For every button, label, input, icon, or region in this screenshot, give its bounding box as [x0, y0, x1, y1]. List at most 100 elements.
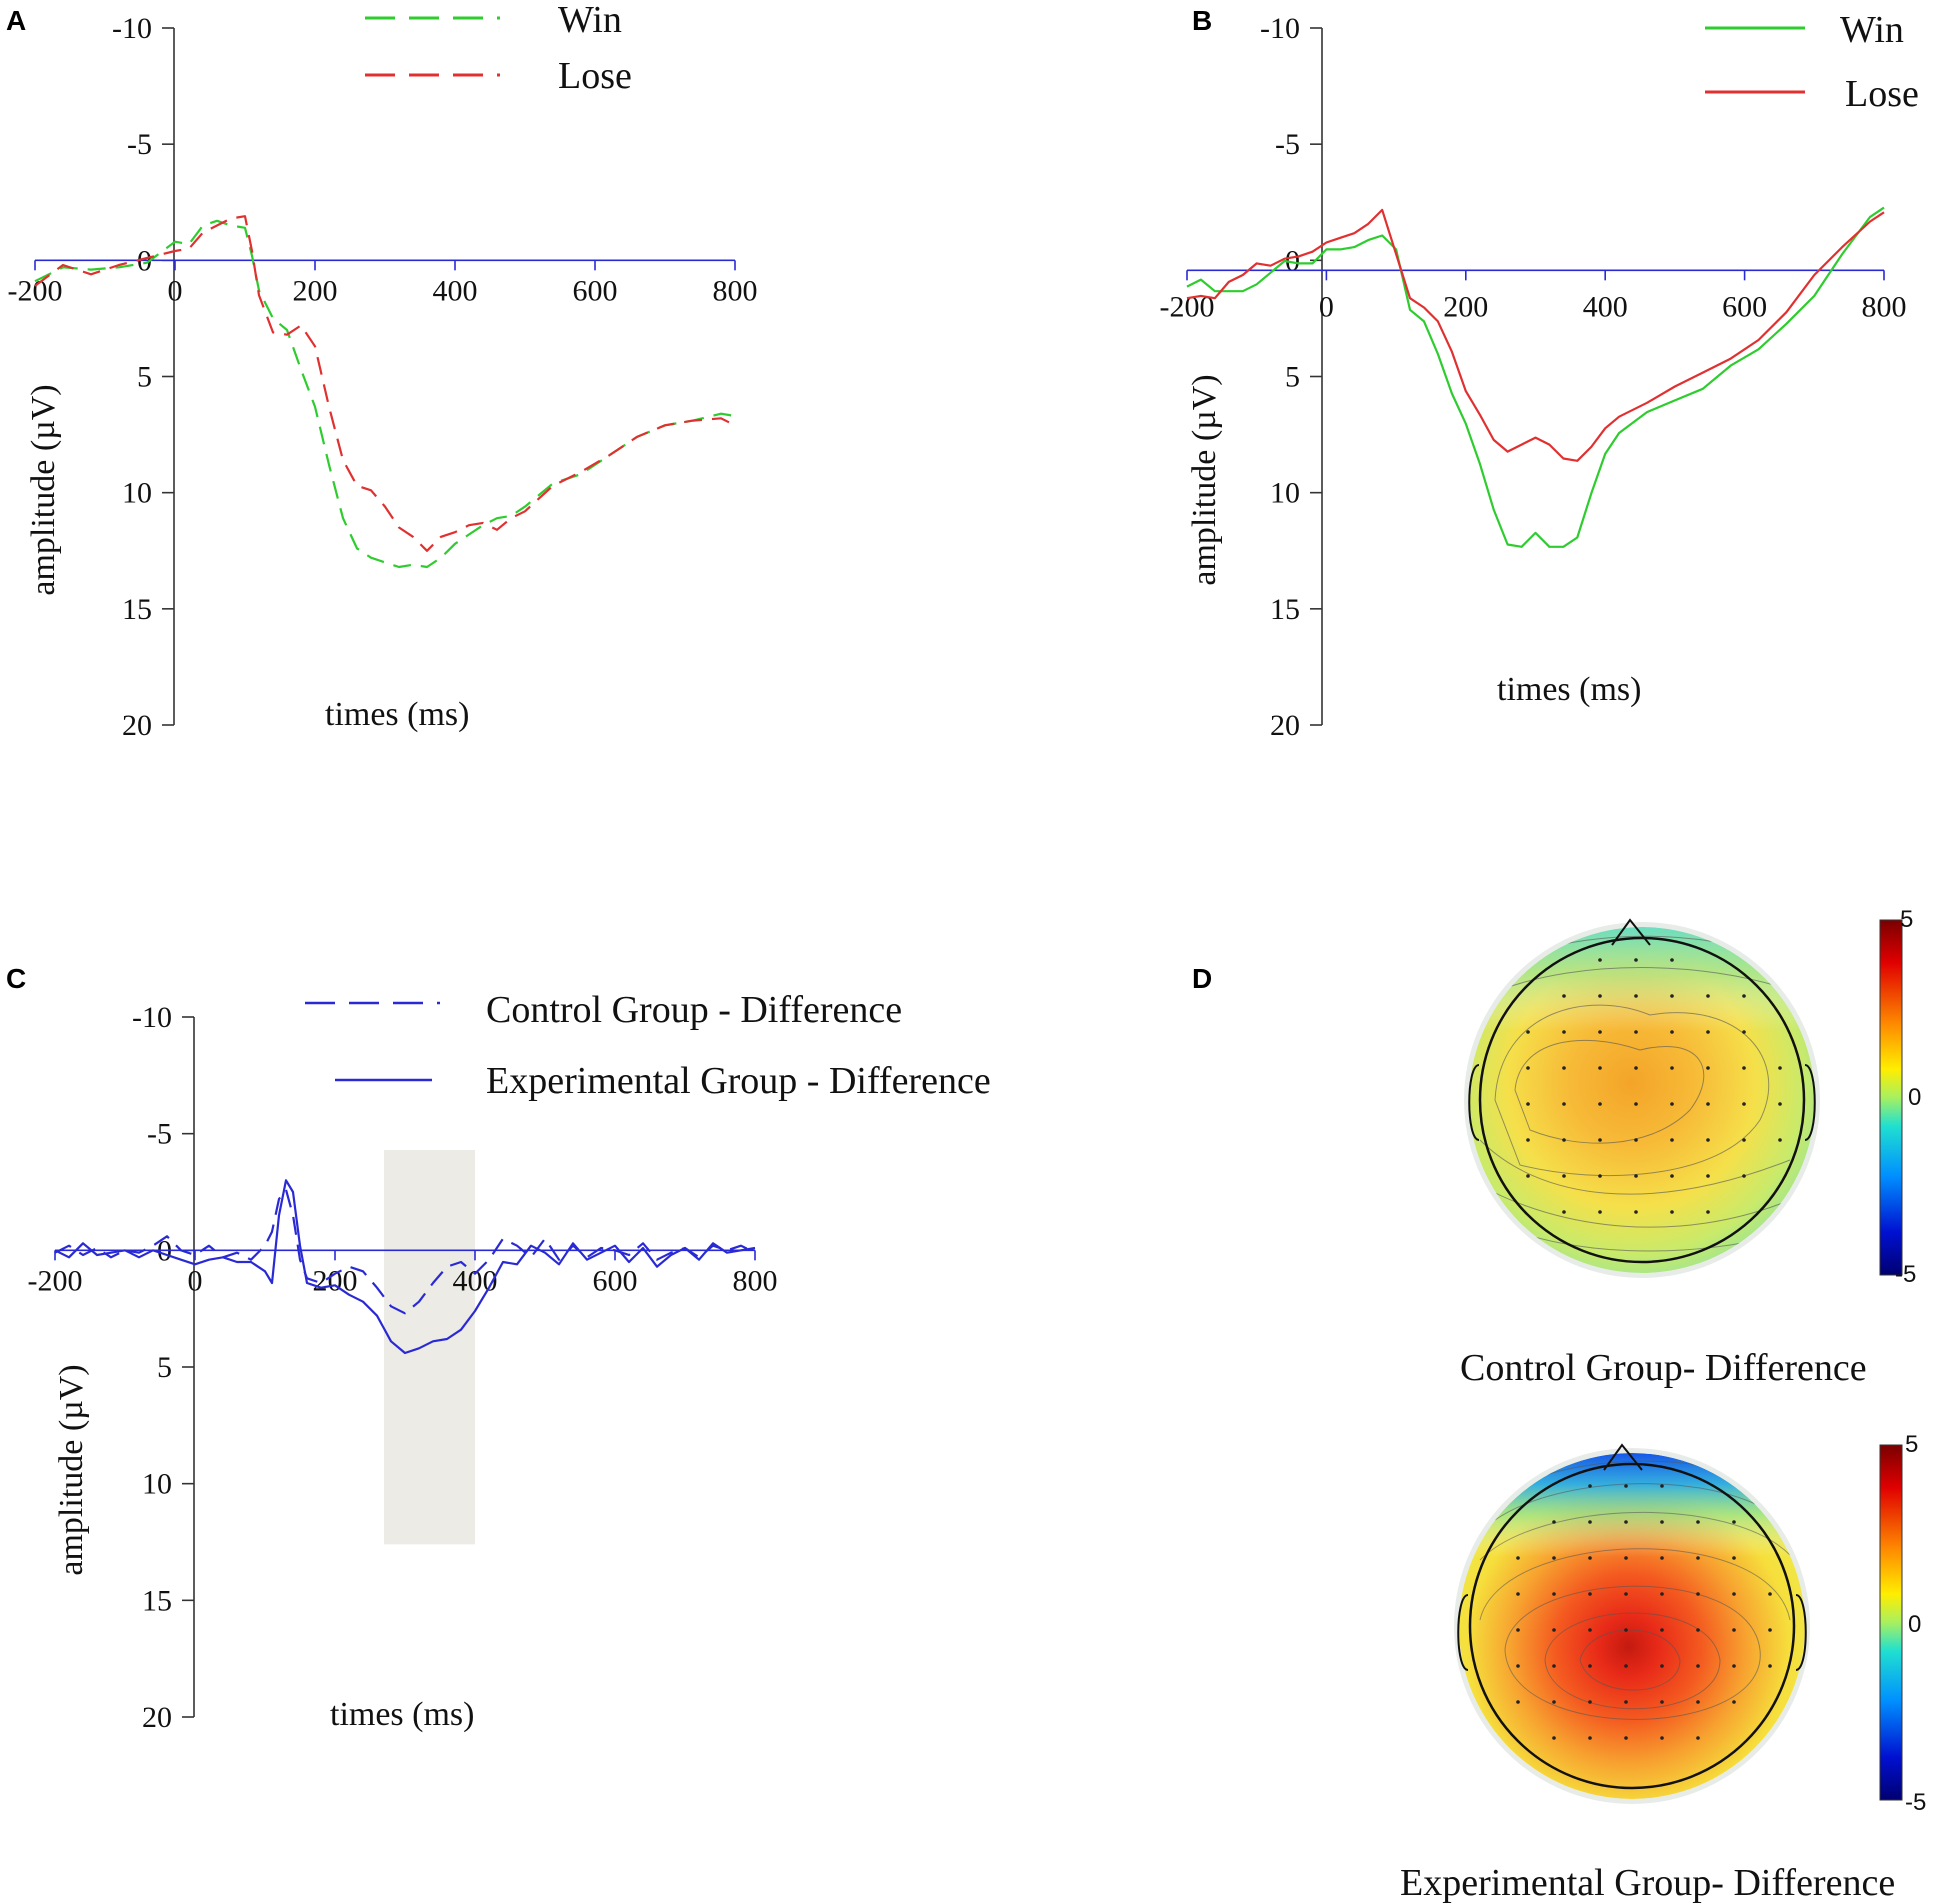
series-line-b-lose: [1186, 208, 1885, 462]
panel-label-a: A: [6, 5, 26, 36]
electrode-dot-control-0: [1598, 958, 1602, 962]
x-tick-label-a-1: 0: [168, 274, 183, 307]
electrode-dot-experimental-44: [1660, 1700, 1664, 1704]
electrode-dot-experimental-49: [1624, 1736, 1628, 1740]
electrode-dot-experimental-41: [1552, 1700, 1556, 1704]
legend-label-win-a: Win: [558, 0, 622, 41]
electrode-dot-experimental-37: [1696, 1664, 1700, 1668]
electrode-dot-control-48: [1598, 1210, 1602, 1214]
topomap-control-head: [1478, 936, 1806, 1264]
electrode-dot-experimental-12: [1624, 1556, 1628, 1560]
y-tick-label-b-3: 5: [1285, 361, 1300, 394]
panel-label-d: D: [1192, 963, 1212, 994]
electrode-dot-control-34: [1598, 1138, 1602, 1142]
electrode-dot-control-44: [1670, 1174, 1674, 1178]
topomap-experimental-head: [1468, 1462, 1796, 1790]
electrode-dot-control-31: [1778, 1102, 1782, 1106]
colorbar-control-gradient: [1879, 919, 1903, 1276]
x-tick-label-c-2: 200: [313, 1264, 358, 1297]
electrode-dot-control-27: [1634, 1102, 1638, 1106]
electrode-dot-experimental-31: [1768, 1628, 1772, 1632]
electrode-dot-control-29: [1706, 1102, 1710, 1106]
electrode-dot-control-24: [1526, 1102, 1530, 1106]
electrode-dot-control-19: [1634, 1066, 1638, 1070]
electrode-dot-experimental-34: [1588, 1664, 1592, 1668]
legend-label-lose-a: Lose: [558, 55, 632, 97]
electrode-dot-experimental-29: [1696, 1628, 1700, 1632]
y-tick-label-a-3: 5: [137, 361, 152, 394]
y-tick-label-c-0: -10: [132, 1001, 172, 1034]
x-tick-label-a-5: 800: [713, 274, 758, 307]
electrode-dot-control-50: [1670, 1210, 1674, 1214]
electrode-dot-control-17: [1562, 1066, 1566, 1070]
electrode-dot-experimental-3: [1552, 1520, 1556, 1524]
electrode-dot-control-9: [1526, 1030, 1530, 1034]
electrode-dot-control-41: [1562, 1174, 1566, 1178]
electrode-dot-experimental-14: [1696, 1556, 1700, 1560]
x-axis-title-a: times (ms): [325, 696, 469, 733]
x-tick-label-b-1: 0: [1319, 290, 1334, 323]
electrode-dot-control-36: [1670, 1138, 1674, 1142]
electrode-dot-experimental-23: [1768, 1592, 1772, 1596]
electrode-dot-control-28: [1670, 1102, 1674, 1106]
y-tick-label-b-2: 0: [1285, 244, 1300, 277]
electrode-dot-experimental-27: [1624, 1628, 1628, 1632]
electrode-dot-experimental-5: [1624, 1520, 1628, 1524]
electrode-dot-control-30: [1742, 1102, 1746, 1106]
electrode-dot-experimental-47: [1552, 1736, 1556, 1740]
electrode-dot-control-10: [1562, 1030, 1566, 1034]
electrode-dot-control-2: [1670, 958, 1674, 962]
y-tick-label-c-4: 10: [142, 1468, 172, 1501]
electrode-dot-control-39: [1778, 1138, 1782, 1142]
electrode-dot-control-12: [1634, 1030, 1638, 1034]
panel-label-b: B: [1192, 5, 1212, 36]
electrode-dot-control-3: [1562, 994, 1566, 998]
electrode-dot-experimental-40: [1516, 1700, 1520, 1704]
electrode-dot-control-42: [1598, 1174, 1602, 1178]
electrode-dot-control-38: [1742, 1138, 1746, 1142]
y-axis-title-b: amplitude (µV): [1186, 374, 1223, 585]
x-axis-title-b: times (ms): [1497, 671, 1641, 708]
y-tick-label-b-6: 20: [1270, 709, 1300, 742]
plot-b: -10 -5 0 5 10 15 20 -200 0 200 400 600 800: [1160, 12, 1907, 742]
topomap-control-title: Control Group- Difference: [1460, 1347, 1867, 1389]
electrode-dot-experimental-42: [1588, 1700, 1592, 1704]
y-tick-label-c-6: 20: [142, 1701, 172, 1734]
electrode-dot-control-7: [1706, 994, 1710, 998]
y-axis-title-c: amplitude (µV): [53, 1364, 90, 1575]
electrode-dot-control-32: [1526, 1138, 1530, 1142]
colorbar-control-tick-min: -5: [1895, 1261, 1916, 1288]
topomap-control-left-ear: [1468, 1064, 1480, 1141]
electrode-dot-control-25: [1562, 1102, 1566, 1106]
colorbar-experimental: 5 0 -5: [1879, 1431, 1926, 1816]
electrode-dot-experimental-35: [1624, 1664, 1628, 1668]
topomap-control-right-ear: [1804, 1064, 1816, 1141]
electrode-dot-experimental-28: [1660, 1628, 1664, 1632]
electrode-dot-control-13: [1670, 1030, 1674, 1034]
electrode-dot-control-47: [1562, 1210, 1566, 1214]
electrode-dot-experimental-16: [1516, 1592, 1520, 1596]
topomap-control-frontal-shade: [1469, 927, 1815, 1273]
electrode-dot-experimental-7: [1696, 1520, 1700, 1524]
electrode-dot-control-33: [1562, 1138, 1566, 1142]
legend-label-control: Control Group - Difference: [486, 989, 902, 1031]
topomap-experimental-frontal-shade: [1459, 1453, 1805, 1799]
electrode-dot-control-5: [1634, 994, 1638, 998]
electrode-dot-experimental-11: [1588, 1556, 1592, 1560]
x-tick-label-c-3: 400: [453, 1264, 498, 1297]
panel-a: A Win Lose times (ms) amplitude (µV): [6, 0, 632, 733]
y-tick-label-a-5: 15: [122, 593, 152, 626]
x-tick-label-b-5: 800: [1862, 290, 1907, 323]
electrode-dot-experimental-20: [1660, 1592, 1664, 1596]
topomap-experimental: Experimental Group- Difference: [1400, 1443, 1895, 1904]
colorbar-experimental-gradient: [1879, 1444, 1903, 1801]
x-tick-label-b-4: 600: [1722, 290, 1767, 323]
y-tick-label-c-3: 5: [157, 1351, 172, 1384]
electrode-dot-experimental-50: [1660, 1736, 1664, 1740]
topomap-control-nose: [1611, 918, 1651, 946]
electrode-dot-experimental-15: [1732, 1556, 1736, 1560]
topomap-experimental-nose: [1603, 1443, 1643, 1471]
y-tick-label-c-1: -5: [147, 1118, 172, 1151]
